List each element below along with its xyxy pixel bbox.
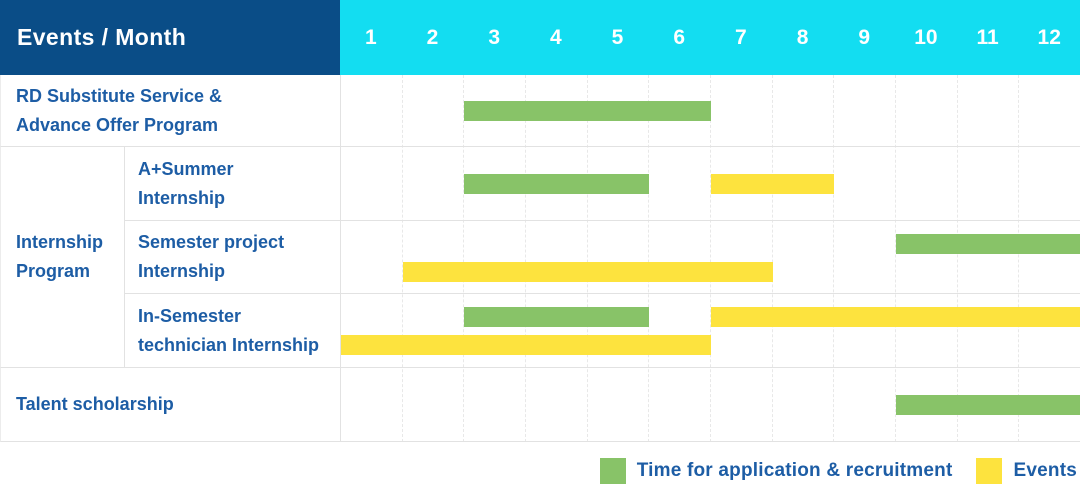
month-label-9: 9 [858,25,871,49]
gantt-track-talent-scholarship [340,368,1080,442]
page-title: Events / Month [17,24,187,50]
row-label-semester-project-internship: Semester project Internship [125,221,340,294]
row-label-text: Semester project Internship [138,232,285,281]
month-label-5: 5 [611,25,624,49]
gantt-bar-application-recruitment [464,173,650,194]
row-label-text: A+Summer Internship [138,158,234,208]
gantt-bar-application-recruitment [896,394,1080,415]
row-label-talent-scholarship: Talent scholarship [0,368,340,442]
month-label-12: 12 [1037,25,1061,49]
month-label-4: 4 [550,25,562,49]
row-label-text: RD Substitute Service & Advance Offer Pr… [16,85,223,135]
legend-item-recruitment: Time for application & recruitment [599,458,953,484]
row-label-text: Talent scholarship [16,394,174,414]
gantt-bar-event [402,262,773,282]
legend-label-events: Events [1013,460,1077,481]
legend-item-events: Events [976,458,1077,484]
gantt-track-in-semester-technician-internship [340,294,1080,368]
gantt-track-rd-substitute-service [340,75,1080,147]
row-label-rd-substitute-service: RD Substitute Service & Advance Offer Pr… [0,75,340,147]
gantt-bar-application-recruitment [464,100,711,121]
month-label-3: 3 [488,25,501,49]
month-header-row: 1 2 3 4 5 6 7 8 9 10 11 12 [340,0,1080,75]
gantt-bar-event [711,307,1080,327]
gantt-bar-application-recruitment [896,234,1080,254]
month-label-11: 11 [976,25,999,49]
gantt-track-a-plus-summer-internship [340,147,1080,221]
legend-label-recruitment: Time for application & recruitment [636,460,953,481]
gantt-bar-event [711,173,835,194]
header-title-cell: Events / Month [0,0,340,75]
month-label-10: 10 [914,25,938,49]
legend: Time for application & recruitment Event… [599,448,1077,494]
gantt-bar-application-recruitment [464,307,650,327]
row-label-text: In-Semester technician Internship [138,305,320,355]
month-label-7: 7 [735,25,747,49]
row-label-a-plus-summer-internship: A+Summer Internship [125,147,340,221]
legend-swatch-green [599,458,626,484]
gantt-track-semester-project-internship [340,221,1080,294]
gantt-bar-event [341,335,711,355]
group-label-internship-program: Internship Program [0,147,125,368]
month-label-1: 1 [364,25,377,49]
legend-swatch-yellow [976,458,1003,484]
month-label-2: 2 [426,25,439,49]
month-label-8: 8 [796,25,809,49]
group-label-text: Internship Program [16,232,104,281]
month-label-6: 6 [673,25,686,49]
row-label-in-semester-technician-internship: In-Semester technician Internship [125,294,340,368]
